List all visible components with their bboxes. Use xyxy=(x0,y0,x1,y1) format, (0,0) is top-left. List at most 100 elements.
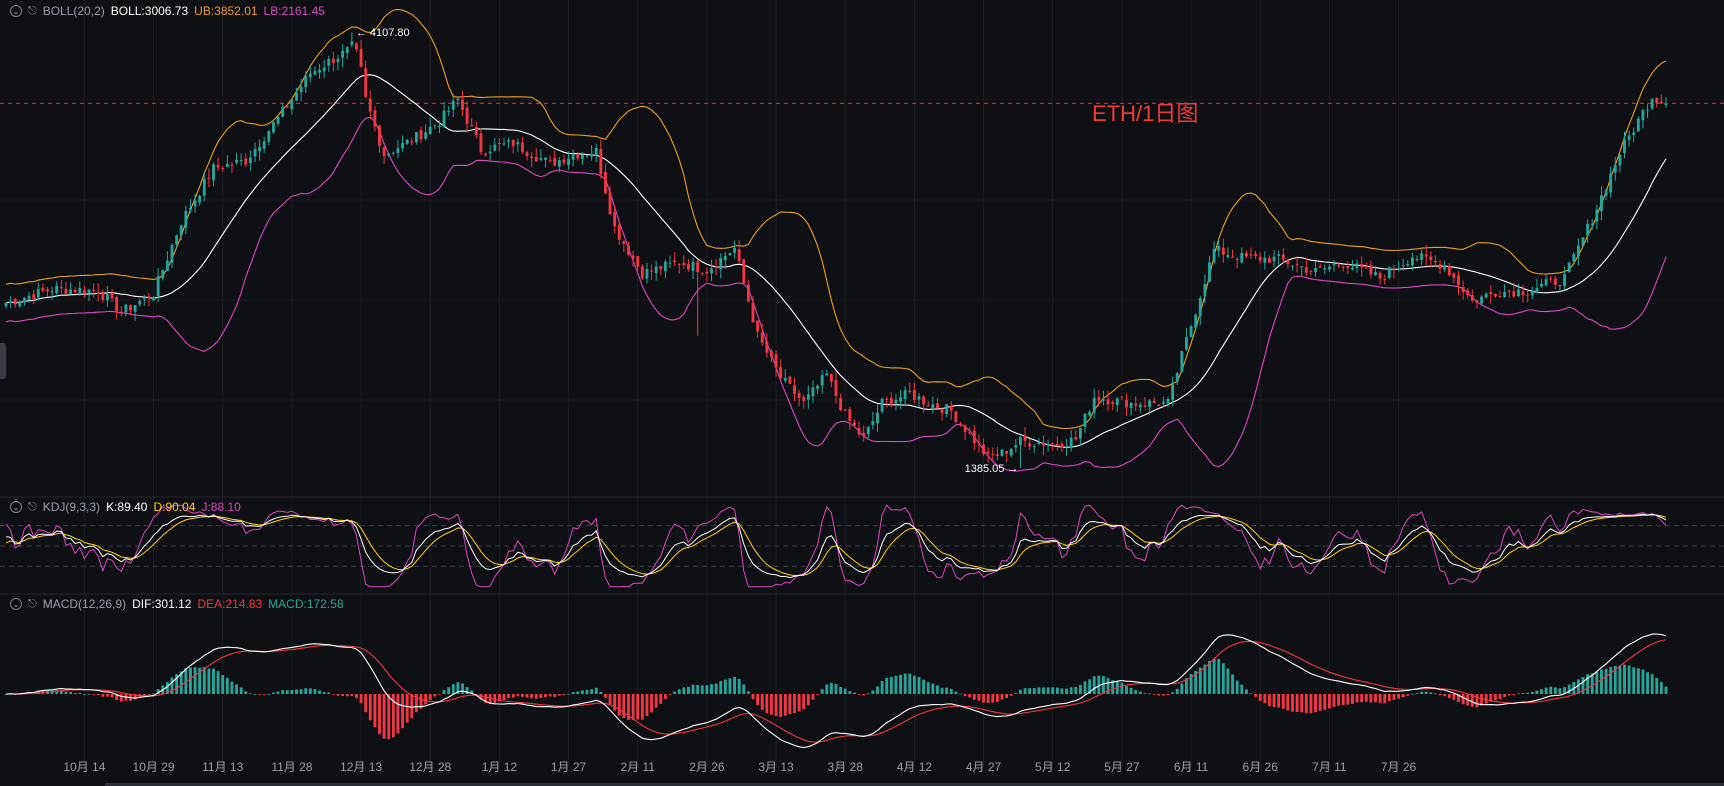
candle-body xyxy=(1180,351,1184,373)
candle-body xyxy=(1613,165,1617,173)
chevron-down-icon[interactable]: ⌄ xyxy=(10,598,22,610)
candle-body xyxy=(46,289,49,292)
macd-hist-bar xyxy=(1434,693,1437,695)
candle-body xyxy=(963,425,967,432)
candle-body xyxy=(668,262,672,264)
macd-dif-value: DIF:301.12 xyxy=(132,597,192,611)
macd-hist-bar xyxy=(387,694,391,740)
macd-hist-bar xyxy=(1102,676,1105,694)
candle-body xyxy=(631,255,635,259)
candle-body xyxy=(710,268,713,274)
candle-body xyxy=(461,99,464,110)
chevron-down-icon[interactable]: ⌄ xyxy=(10,501,22,513)
macd-hist-bar xyxy=(788,694,792,715)
candle-body xyxy=(308,73,312,78)
candle-body xyxy=(1304,267,1308,273)
macd-hist-bar xyxy=(1650,674,1654,694)
macd-hist-bar xyxy=(617,694,621,716)
candle-body xyxy=(834,380,838,396)
macd-hist-bar xyxy=(954,691,958,694)
candle-body xyxy=(1604,190,1608,196)
macd-hist-bar xyxy=(405,694,409,723)
candle-body xyxy=(221,168,225,170)
macd-hist-bar xyxy=(1203,664,1207,694)
macd-hist-bar xyxy=(1185,678,1188,694)
side-panel-handle[interactable] xyxy=(0,343,6,379)
macd-hist-bar xyxy=(714,683,718,694)
candle-body xyxy=(811,387,815,397)
macd-hist-bar xyxy=(1609,666,1613,694)
macd-hist-bar xyxy=(1304,694,1308,714)
candle-body xyxy=(1489,292,1493,294)
macd-hist-bar xyxy=(364,694,368,713)
macd-hist-bar xyxy=(756,694,760,706)
chevron-down-icon[interactable]: ⌄ xyxy=(10,5,22,17)
macd-hist-bar xyxy=(1475,694,1479,708)
boll-lower-band xyxy=(5,116,1667,472)
candle-body xyxy=(1309,270,1313,272)
candle-body xyxy=(1318,266,1322,268)
macd-hist-bar xyxy=(663,694,667,699)
candle-body xyxy=(1092,397,1096,413)
candle-body xyxy=(474,127,478,136)
macd-hist-bar xyxy=(1613,666,1617,694)
candle-body xyxy=(1055,443,1059,446)
boll-indicator-label[interactable]: BOLL(20,2) xyxy=(42,4,105,18)
macd-hist-bar xyxy=(165,681,169,694)
candle-body xyxy=(373,110,377,127)
macd-hist-bar xyxy=(1074,687,1078,694)
macd-hist-bar xyxy=(783,694,787,716)
macd-hist-bar xyxy=(876,686,879,694)
candle-body xyxy=(682,263,686,266)
candle-body xyxy=(1452,273,1456,278)
macd-hist-bar xyxy=(903,673,907,694)
candle-body xyxy=(1493,293,1497,297)
candle-body xyxy=(853,422,856,426)
macd-hist-bar xyxy=(816,694,819,695)
candle-body xyxy=(189,208,192,211)
candle-body xyxy=(1401,265,1405,267)
macd-hist-bar xyxy=(820,689,824,694)
bell-icon[interactable]: ⎋ xyxy=(28,597,37,610)
candle-body xyxy=(1447,265,1451,276)
macd-hist-bar xyxy=(1000,694,1004,700)
macd-hist-bar xyxy=(548,694,552,697)
candle-body xyxy=(41,287,45,291)
macd-hist-bar xyxy=(1309,694,1313,714)
candle-body xyxy=(539,158,543,160)
candle-body xyxy=(1240,252,1244,263)
macd-hist-bar xyxy=(908,673,912,694)
macd-hist-bar xyxy=(1503,694,1507,698)
candle-body xyxy=(1374,271,1377,276)
candle-body xyxy=(1129,402,1133,408)
macd-hist-bar xyxy=(534,694,538,699)
macd-hist-bar xyxy=(825,684,829,694)
macd-hist-bar xyxy=(92,694,96,695)
macd-hist-bar xyxy=(497,694,501,702)
macd-hist-bar xyxy=(843,688,847,694)
macd-indicator-label[interactable]: MACD(12,26,9) xyxy=(42,597,127,611)
candle-body xyxy=(1102,399,1105,401)
macd-hist-bar xyxy=(774,694,778,716)
candle-body xyxy=(1429,256,1433,261)
candle-body xyxy=(691,262,695,271)
macd-hist-bar xyxy=(1558,688,1562,694)
macd-hist-bar xyxy=(336,694,340,696)
macd-hist-bar xyxy=(1401,694,1405,698)
candle-body xyxy=(1281,254,1285,260)
candle-body xyxy=(1646,109,1649,111)
macd-hist-bar xyxy=(719,681,723,694)
bell-icon[interactable]: ⎋ xyxy=(28,500,37,513)
x-tick-label: 2月 11 xyxy=(620,760,655,774)
kdj-d-line xyxy=(5,514,1667,577)
kdj-indicator-label[interactable]: KDJ(9,3,3) xyxy=(42,500,101,514)
macd-hist-bar xyxy=(899,674,902,694)
bell-icon[interactable]: ⎋ xyxy=(28,4,37,17)
candle-body xyxy=(239,160,243,162)
macd-hist-bar xyxy=(225,678,229,694)
candle-body xyxy=(774,354,778,368)
candle-body xyxy=(1148,400,1151,408)
scroll-bar[interactable] xyxy=(105,783,1724,786)
macd-hist-bar xyxy=(737,678,741,694)
